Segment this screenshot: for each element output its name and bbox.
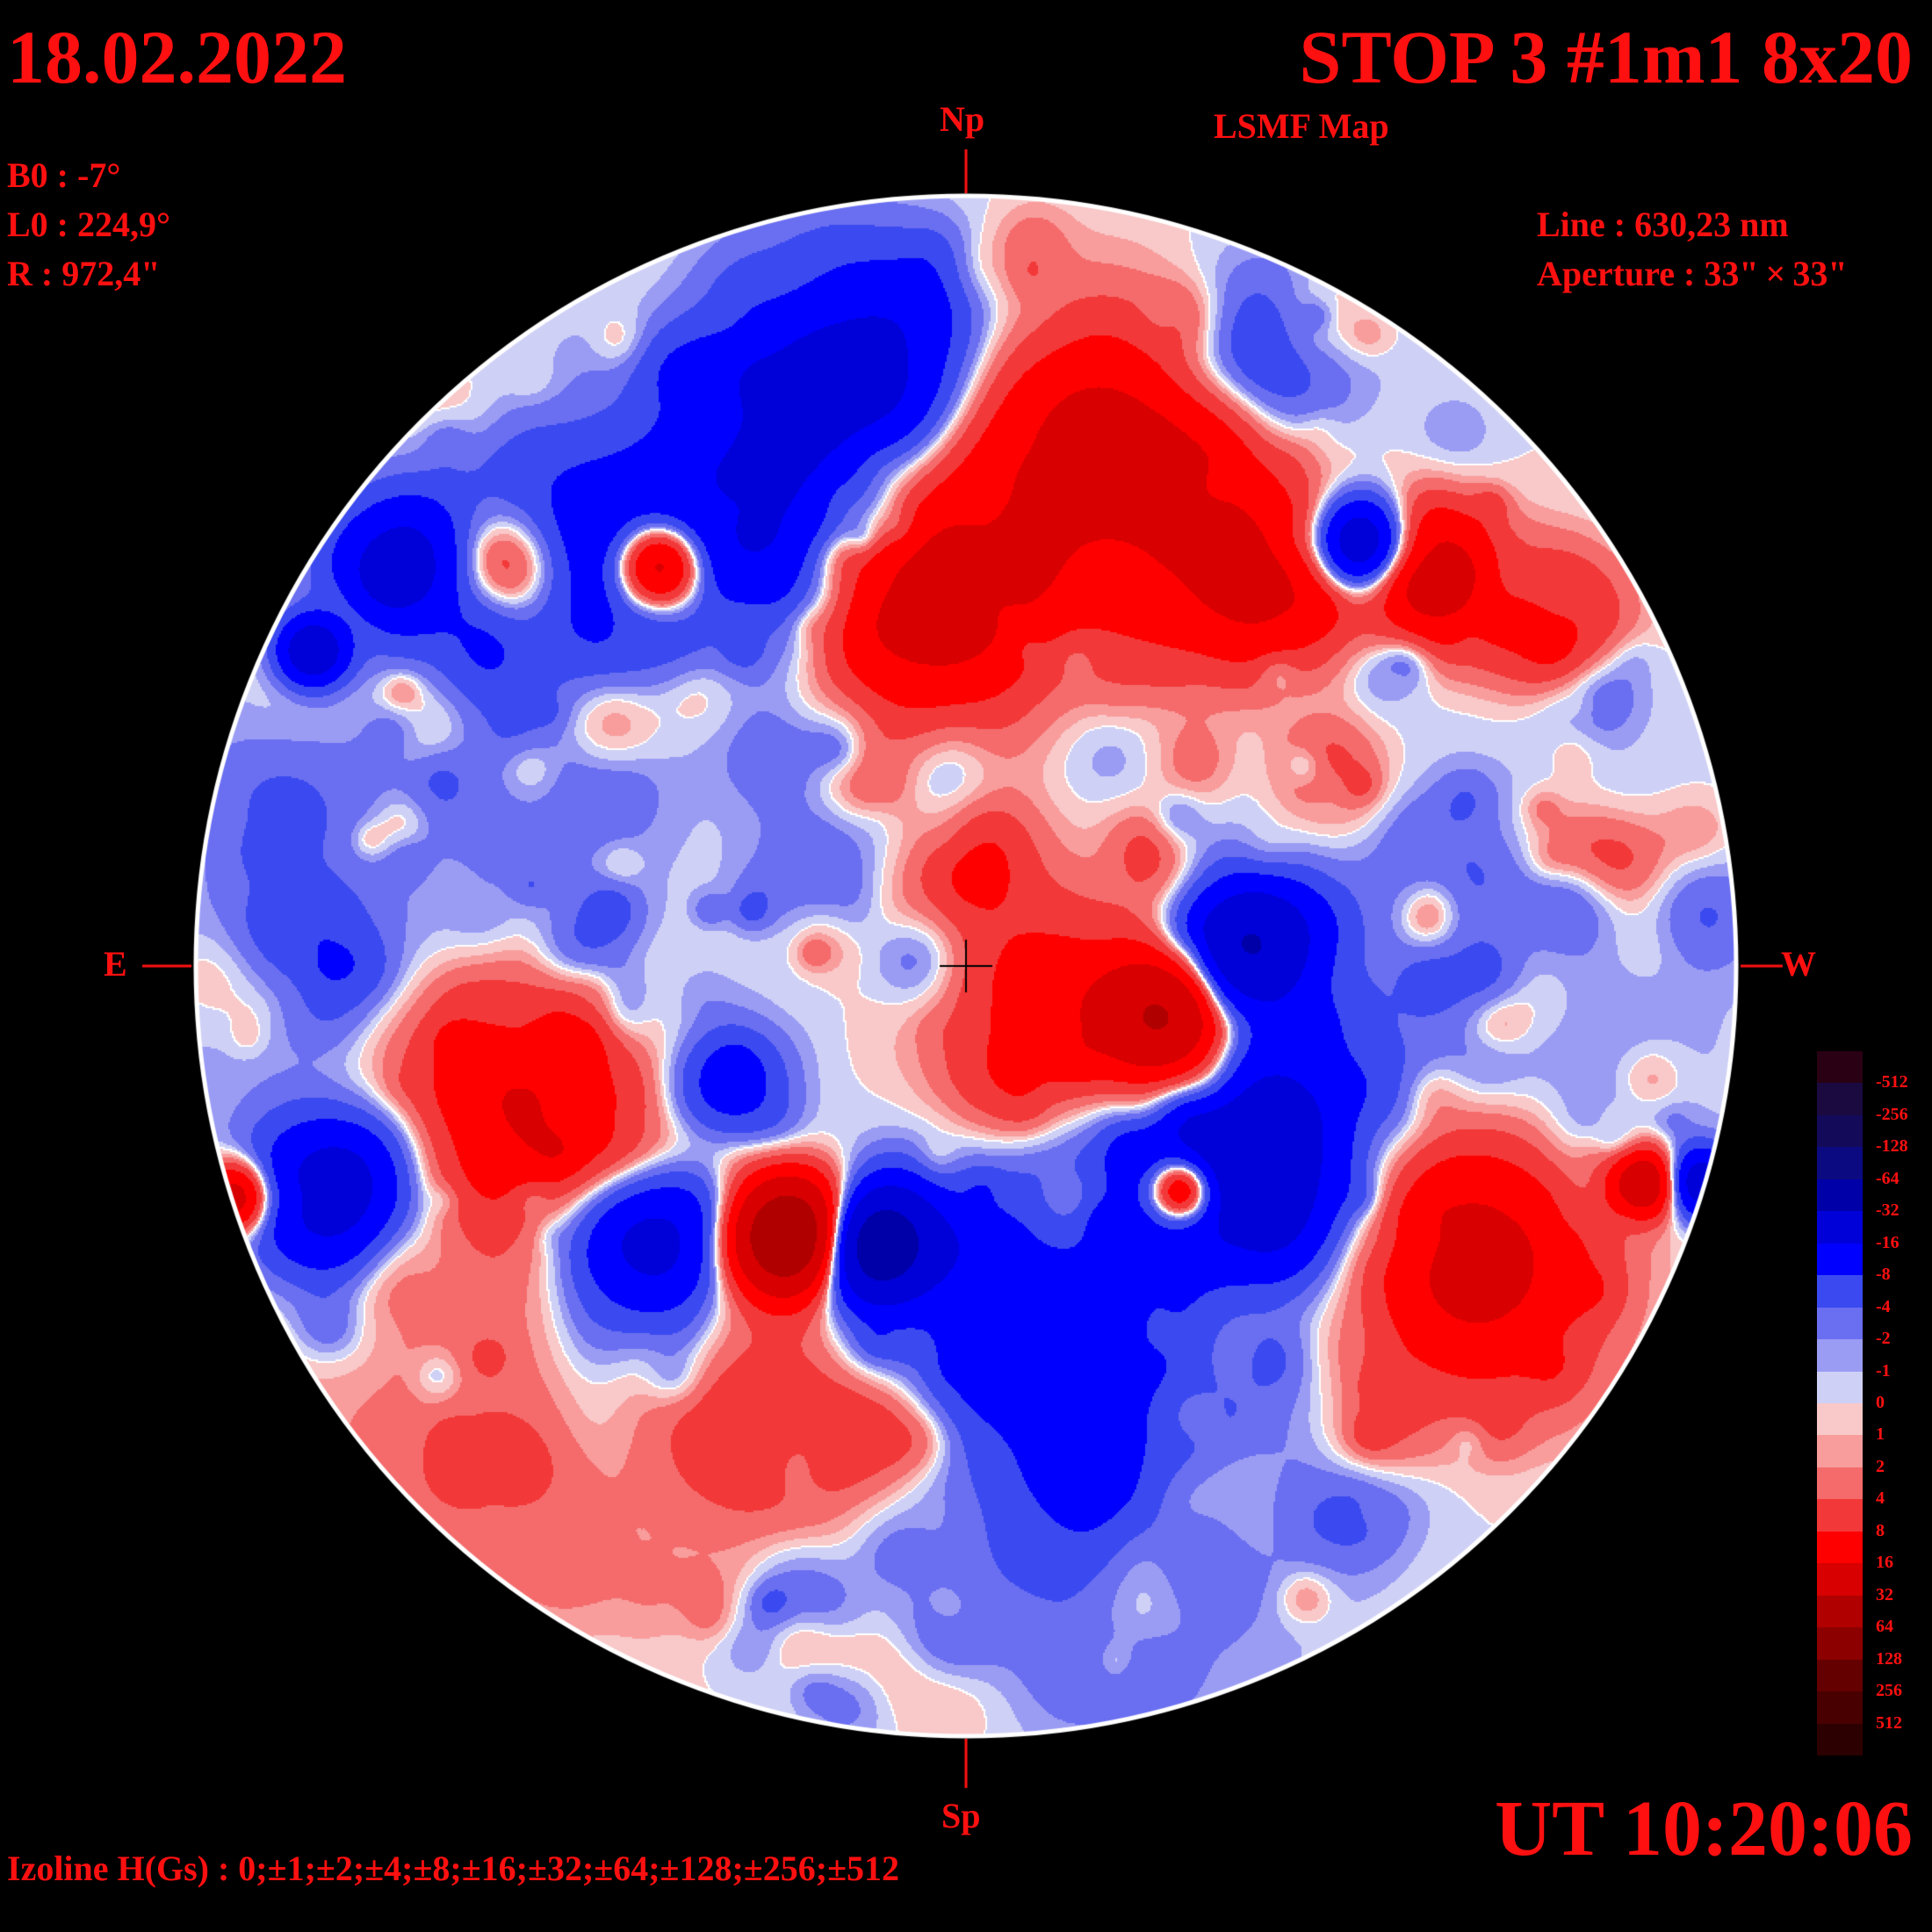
color-scale-label: -64 — [1876, 1168, 1900, 1188]
color-scale-label: -16 — [1876, 1232, 1900, 1252]
color-scale-label: 0 — [1876, 1393, 1885, 1412]
north-pole-label: Np — [940, 99, 985, 139]
color-scale-cell — [1817, 1531, 1863, 1564]
color-scale-label: -1 — [1876, 1360, 1891, 1381]
izoline-levels: Izoline H(Gs) : 0;±1;±2;±4;±8;±16;±32;±6… — [7, 1849, 900, 1888]
color-scale-cell — [1817, 1595, 1863, 1628]
color-scale-cell — [1817, 1147, 1863, 1180]
color-scale-cell — [1817, 1339, 1863, 1373]
observation-date: 18.02.2022 — [7, 15, 347, 99]
color-scale-cell — [1817, 1435, 1863, 1468]
color-scale-label: 512 — [1876, 1712, 1902, 1733]
color-scale-label: -512 — [1876, 1072, 1908, 1092]
color-scale-label: 16 — [1876, 1553, 1893, 1573]
spectral-line: Line : 630,23 nm — [1537, 205, 1789, 244]
color-scale-cell — [1817, 1723, 1863, 1756]
color-scale-cell — [1817, 1627, 1863, 1661]
color-scale-cell — [1817, 1563, 1863, 1597]
south-pole-label: Sp — [941, 1796, 981, 1835]
color-scale-label: -8 — [1876, 1265, 1891, 1285]
param-l0: L0 : 224,9° — [7, 205, 170, 244]
color-scale-label: 256 — [1876, 1681, 1902, 1701]
color-scale-cell — [1817, 1243, 1863, 1276]
color-scale-cell — [1817, 1499, 1863, 1532]
map-subtitle: LSMF Map — [1214, 106, 1389, 146]
observation-time: UT 10:20:06 — [1495, 1785, 1913, 1872]
west-label: W — [1781, 944, 1816, 984]
color-scale-label: -256 — [1876, 1104, 1908, 1124]
color-scale-cell — [1817, 1691, 1863, 1725]
color-scale-label: 1 — [1876, 1424, 1885, 1445]
color-scale-label: 64 — [1876, 1617, 1893, 1637]
color-scale-cell — [1817, 1467, 1863, 1500]
color-scale-cell — [1817, 1307, 1863, 1340]
color-scale-label: 4 — [1876, 1489, 1885, 1509]
color-scale-cell — [1817, 1114, 1863, 1148]
color-scale-label: -2 — [1876, 1329, 1891, 1349]
color-scale-cell — [1817, 1211, 1863, 1244]
param-b0: B0 : -7° — [7, 155, 121, 195]
param-radius: R : 972,4" — [7, 254, 161, 293]
color-scale-label: -4 — [1876, 1296, 1891, 1316]
color-scale-label: -32 — [1876, 1200, 1900, 1221]
color-scale-label: 32 — [1876, 1584, 1893, 1604]
color-scale-label: 128 — [1876, 1648, 1902, 1669]
color-scale-label: 2 — [1876, 1456, 1885, 1476]
color-scale-cell — [1817, 1051, 1863, 1084]
color-scale-label: 8 — [1876, 1520, 1885, 1540]
color-scale-cell — [1817, 1179, 1863, 1212]
color-scale-label: -128 — [1876, 1136, 1908, 1157]
color-scale-cell — [1817, 1403, 1863, 1436]
color-scale-bar — [1817, 1051, 1863, 1756]
east-label: E — [104, 944, 127, 984]
color-scale-cell — [1817, 1659, 1863, 1692]
color-scale-cell — [1817, 1083, 1863, 1116]
aperture: Aperture : 33" × 33" — [1537, 254, 1848, 293]
color-scale-cell — [1817, 1275, 1863, 1308]
color-scale-cell — [1817, 1371, 1863, 1404]
map-title: STOP 3 #1m1 8x20 — [1299, 15, 1913, 99]
